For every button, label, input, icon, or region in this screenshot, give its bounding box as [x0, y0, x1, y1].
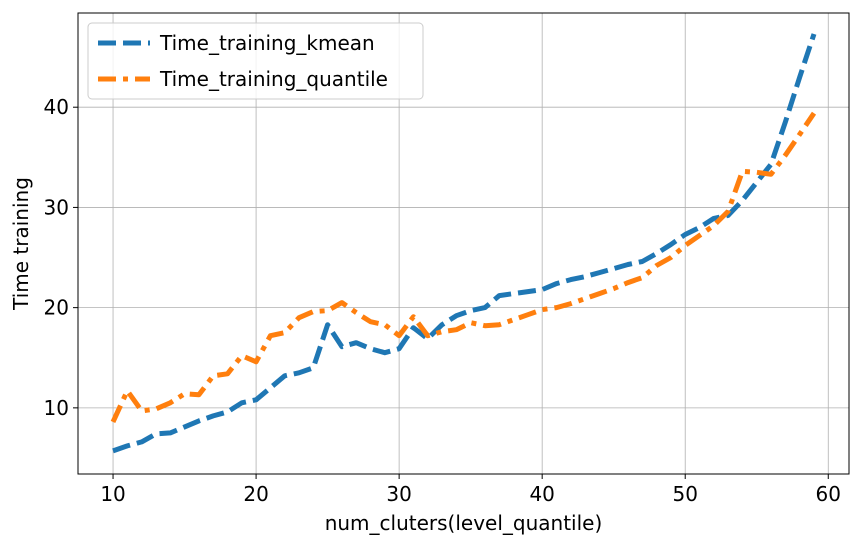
x-tick-label: 10 — [100, 482, 125, 506]
series-group — [110, 33, 817, 454]
x-tick-label: 30 — [386, 482, 411, 506]
x-tick-label: 40 — [529, 482, 554, 506]
y-axis-label: Time training — [9, 177, 33, 311]
series-line-2 — [110, 111, 817, 423]
y-tick-label: 20 — [44, 296, 69, 320]
series-line-1 — [112, 33, 817, 454]
axis-ticks: 10 20 30 40 50 60 10 20 30 40 — [44, 95, 841, 506]
y-tick-label: 10 — [44, 396, 69, 420]
legend-label: Time_training_quantile — [159, 67, 388, 91]
legend-label: Time_training_kmean — [159, 31, 375, 55]
legend: Time_training_kmean Time_training_quantil… — [87, 22, 424, 100]
x-tick-label: 60 — [816, 482, 841, 506]
x-tick-label: 20 — [243, 482, 268, 506]
x-tick-label: 50 — [672, 482, 697, 506]
x-axis-label: num_cluters(level_quantile) — [325, 511, 603, 535]
y-tick-label: 40 — [44, 95, 69, 119]
plot-area — [77, 12, 850, 475]
legend-box — [87, 22, 424, 100]
y-tick-label: 30 — [44, 195, 69, 219]
